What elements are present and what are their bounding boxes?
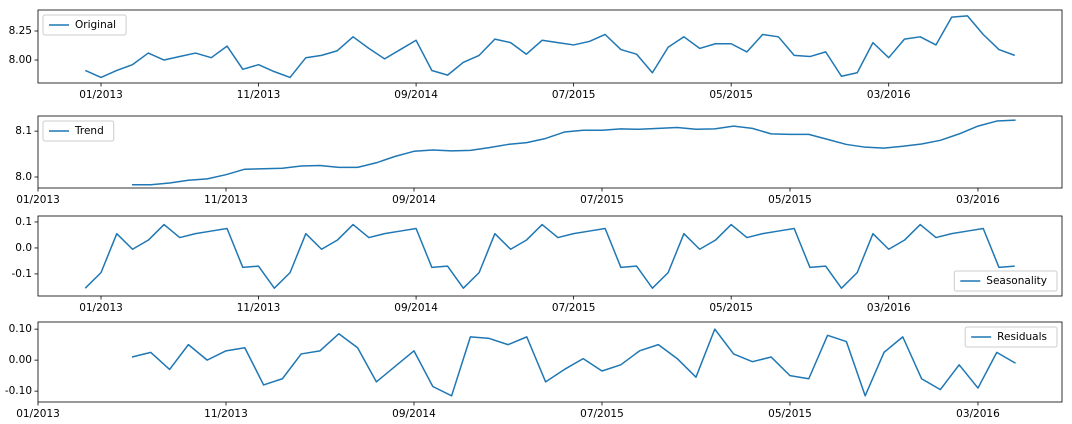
x-tick-label: 11/2013 — [204, 194, 248, 206]
x-tick-label: 09/2014 — [394, 302, 438, 314]
x-tick-label: 07/2015 — [580, 194, 624, 206]
y-tick-label: 0.0 — [15, 242, 32, 254]
x-tick-label: 07/2015 — [552, 302, 596, 314]
x-tick-label: 07/2015 — [580, 408, 624, 420]
x-tick-label: 09/2014 — [394, 89, 438, 101]
legend-label: Original — [75, 19, 116, 31]
y-tick-label: 8.0 — [15, 171, 32, 183]
y-tick-label: 8.00 — [9, 54, 32, 66]
legend-box — [953, 270, 1058, 292]
x-tick-label: 03/2016 — [956, 194, 1000, 206]
x-tick-label: 11/2013 — [204, 408, 248, 420]
x-tick-label: 07/2015 — [552, 89, 596, 101]
legend-box — [42, 120, 115, 142]
x-tick-label: 05/2015 — [768, 408, 812, 420]
data-line — [84, 15, 1015, 79]
x-tick-label: 05/2015 — [709, 89, 753, 101]
x-tick-label: 05/2015 — [768, 194, 812, 206]
x-tick-label: 05/2015 — [709, 302, 753, 314]
y-tick-label: 0.10 — [9, 323, 32, 335]
x-tick-label: 09/2014 — [392, 194, 436, 206]
data-line — [84, 223, 1015, 289]
y-tick-label: 8.1 — [15, 125, 32, 137]
x-tick-label: 01/2013 — [79, 302, 123, 314]
x-tick-label: 09/2014 — [392, 408, 436, 420]
y-tick-label: 0.1 — [15, 216, 32, 228]
x-tick-label: 01/2013 — [16, 408, 60, 420]
x-tick-label: 03/2016 — [867, 302, 911, 314]
x-tick-label: 01/2013 — [79, 89, 123, 101]
y-tick-label: -0.1 — [12, 268, 33, 280]
x-tick-label: 11/2013 — [237, 89, 281, 101]
x-tick-label: 01/2013 — [16, 194, 60, 206]
y-tick-label: -0.10 — [5, 385, 32, 397]
data-line — [132, 119, 1016, 186]
legend-label: Trend — [74, 125, 104, 137]
data-line — [131, 328, 1016, 397]
plot-frame — [37, 321, 1063, 403]
legend-box — [964, 326, 1058, 348]
y-tick-label: 8.25 — [9, 25, 32, 37]
x-tick-label: 03/2016 — [956, 408, 1000, 420]
legend-label: Seasonality — [986, 275, 1047, 287]
plot-frame — [37, 9, 1063, 84]
x-tick-label: 11/2013 — [237, 302, 281, 314]
legend-box — [42, 14, 127, 36]
legend-label: Residuals — [997, 331, 1047, 343]
plot-frame — [37, 215, 1063, 297]
y-tick-label: 0.00 — [9, 354, 32, 366]
x-tick-label: 03/2016 — [867, 89, 911, 101]
plot-frame — [37, 115, 1063, 189]
